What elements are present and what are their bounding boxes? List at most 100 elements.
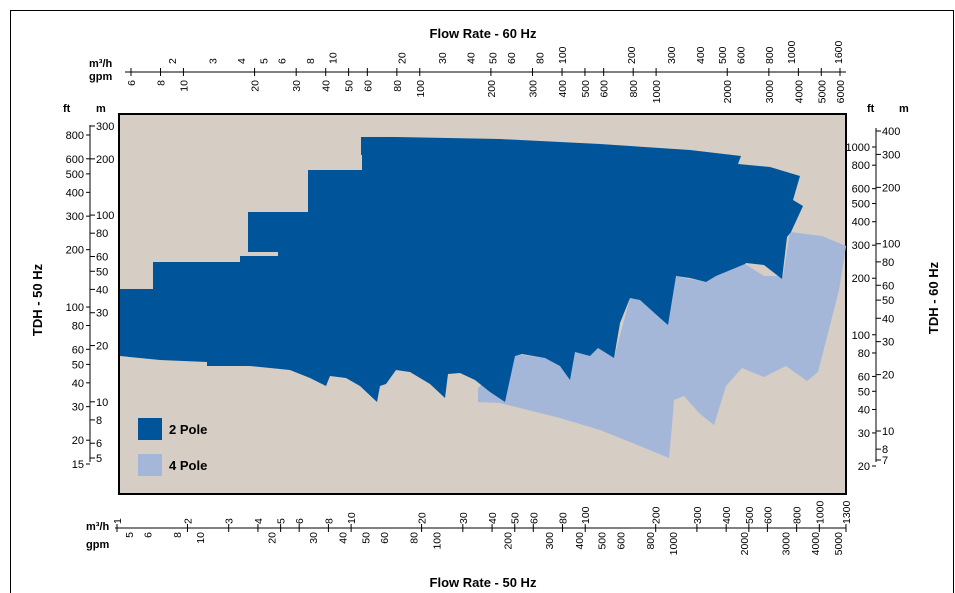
top-gpm-tick-label: 6	[126, 80, 138, 86]
left-m-tick-label: 100	[96, 210, 114, 222]
legend-label-2-pole: 2 Pole	[169, 422, 207, 437]
top-m3h-tick-label: 1600	[833, 40, 845, 64]
left-ft-tick-label: 800	[66, 130, 84, 142]
bottom-gpm-tick-label: 100	[431, 532, 443, 550]
left-m-tick-label: 300	[96, 121, 114, 133]
top-m3h-tick-label: 1000	[786, 40, 798, 64]
right-ft-tick-label: 1000	[846, 142, 870, 154]
left-m-tick-label: 8	[96, 415, 102, 427]
bottom-m3h-tick-label: 80	[558, 512, 570, 524]
left-unit-m: m	[96, 103, 106, 115]
top-m3h-tick-label: 100	[557, 46, 569, 64]
top-m3h-tick-label: 800	[764, 46, 776, 64]
top-gpm-tick-label: 8	[156, 80, 168, 86]
bottom-gpm-tick-label: 200	[503, 532, 515, 550]
top-m3h-tick-label: 8	[305, 58, 317, 64]
series-4-pole-area	[478, 232, 846, 458]
bottom-m3h-tick-label: 600	[762, 506, 774, 524]
right-m-tick-label: 300	[882, 149, 900, 161]
bottom-m3h-tick-label: 60	[528, 512, 540, 524]
bottom-gpm-tick-label: 40	[337, 532, 349, 544]
left-m-tick-label: 6	[96, 438, 102, 450]
bottom-gpm-tick-label: 5000	[833, 532, 845, 556]
bottom-gpm-tick-label: 30	[308, 532, 320, 544]
top-m3h-tick-label: 600	[735, 46, 747, 64]
legend-swatch-4-pole	[138, 454, 162, 476]
left-m-tick-label: 10	[96, 397, 108, 409]
left-m-tick-label: 50	[96, 266, 108, 278]
left-m-tick-label: 200	[96, 154, 114, 166]
top-m3h-tick-label: 50	[488, 52, 500, 64]
left-ft-tick-label: 200	[66, 245, 84, 257]
left-ft-tick-label: 20	[72, 435, 84, 447]
right-m-tick-label: 50	[882, 295, 894, 307]
top-gpm-tick-label: 20	[250, 80, 262, 92]
bottom-m3h-tick-label: 500	[744, 506, 756, 524]
right-ft-tick-label: 20	[858, 461, 870, 473]
left-axis-title: TDH - 50 Hz	[30, 263, 45, 336]
right-ft-tick-label: 40	[858, 404, 870, 416]
bottom-m3h-tick-label: 4	[253, 518, 265, 524]
right-ft-tick-label: 60	[858, 371, 870, 383]
left-m-tick-label: 20	[96, 341, 108, 353]
right-unit-m: m	[899, 103, 909, 115]
series-2-pole-area	[120, 137, 803, 402]
bottom-m3h-tick-label: 100	[580, 506, 592, 524]
right-ft-tick-label: 30	[858, 428, 870, 440]
left-ft-tick-label: 80	[72, 321, 84, 333]
bottom-m3h-tick-label: 6	[294, 518, 306, 524]
top-gpm-tick-label: 4000	[793, 80, 805, 104]
bottom-gpm-tick-label: 600	[615, 532, 627, 550]
right-m-tick-label: 400	[882, 126, 900, 138]
left-m-tick-label: 60	[96, 252, 108, 264]
right-m-tick-label: 40	[882, 313, 894, 325]
bottom-m3h-tick-label: 30	[458, 512, 470, 524]
bottom-m3h-tick-label: 5	[276, 518, 288, 524]
bottom-gpm-tick-label: 4000	[810, 532, 822, 556]
top-gpm-tick-label: 500	[580, 80, 592, 98]
top-gpm-tick-label: 80	[392, 80, 404, 92]
top-m3h-tick-label: 2	[167, 58, 179, 64]
top-m3h-tick-label: 4	[236, 58, 248, 64]
top-m3h-tick-label: 3	[207, 58, 219, 64]
bottom-m3h-tick-label: 200	[651, 506, 663, 524]
right-m-tick-label: 20	[882, 370, 894, 382]
bottom-gpm-tick-label: 300	[544, 532, 556, 550]
top-gpm-tick-label: 100	[415, 80, 427, 98]
bottom-gpm-tick-label: 20	[266, 532, 278, 544]
left-ft-tick-label: 40	[72, 378, 84, 390]
top-gpm-tick-label: 600	[599, 80, 611, 98]
right-m-tick-label: 10	[882, 426, 894, 438]
top-gpm-tick-label: 3000	[764, 80, 776, 104]
right-axis-title: TDH - 60 Hz	[926, 261, 941, 334]
left-unit-ft: ft	[63, 103, 71, 115]
right-ft-tick-label: 500	[852, 199, 870, 211]
right-unit-ft: ft	[867, 103, 875, 115]
top-gpm-tick-label: 40	[321, 80, 333, 92]
bottom-gpm-tick-label: 1000	[668, 532, 680, 556]
right-m-tick-label: 200	[882, 182, 900, 194]
top-gpm-tick-label: 6000	[835, 80, 847, 104]
top-gpm-tick-label: 2000	[722, 80, 734, 104]
top-m3h-tick-label: 400	[695, 46, 707, 64]
right-ft-tick-label: 100	[852, 330, 870, 342]
bottom-gpm-tick-label: 80	[409, 532, 421, 544]
bottom-gpm-tick-label: 5	[124, 532, 136, 538]
top-m3h-tick-label: 500	[717, 46, 729, 64]
top-m3h-tick-label: 5	[258, 58, 270, 64]
top-m3h-tick-label: 6	[276, 58, 288, 64]
legend-label-4-pole: 4 Pole	[169, 458, 207, 473]
left-m-tick-label: 40	[96, 284, 108, 296]
top-gpm-tick-label: 30	[291, 80, 303, 92]
right-ft-tick-label: 50	[858, 386, 870, 398]
left-ft-tick-label: 400	[66, 187, 84, 199]
bottom-unit-gpm: gpm	[86, 539, 109, 551]
left-m-tick-label: 5	[96, 453, 102, 465]
bottom-gpm-tick-label: 800	[645, 532, 657, 550]
bottom-gpm-tick-label: 60	[379, 532, 391, 544]
bottom-m3h-tick-label: 800	[792, 506, 804, 524]
right-m-tick-label: 8	[882, 444, 888, 456]
left-ft-tick-label: 500	[66, 169, 84, 181]
bottom-gpm-tick-label: 6	[143, 532, 155, 538]
